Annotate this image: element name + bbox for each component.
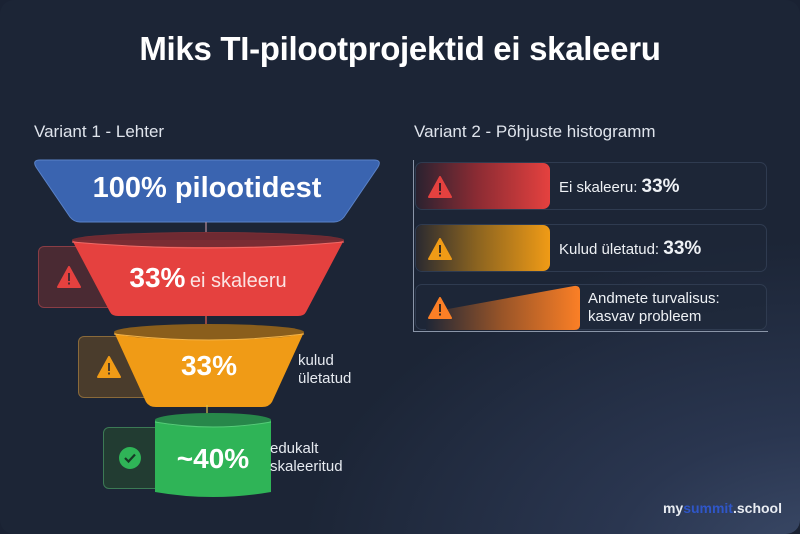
histogram-row-label: Andmete turvalisus: kasvav probleem xyxy=(588,290,720,325)
funnel-stage-4-label: ~40% xyxy=(176,443,250,474)
warning-icon xyxy=(428,297,452,319)
histogram-bar-trend xyxy=(426,285,580,330)
warning-icon xyxy=(57,266,81,288)
funnel-stage-3-shape xyxy=(113,324,305,407)
check-circle-icon xyxy=(119,447,141,469)
funnel-stage-1-label: 100% pilootidest xyxy=(92,172,322,204)
funnel-stage-2-label: 33% ei skaleeru xyxy=(129,262,287,293)
histogram-row-andmete-turvalisus: Andmete turvalisus: kasvav probleem xyxy=(415,284,767,330)
histogram-x-axis xyxy=(413,331,768,332)
histogram-row-label: Kulud ületatud: 33% xyxy=(559,238,702,259)
variant1-heading: Variant 1 - Lehter xyxy=(34,122,165,141)
histogram-row-label: Ei skaleeru: 33% xyxy=(559,176,680,197)
histogram-y-axis xyxy=(413,160,414,332)
histogram-row-kulud-uletatud: Kulud ületatud: 33% xyxy=(415,224,767,272)
warning-icon xyxy=(97,356,121,378)
funnel-stage-4-shape xyxy=(154,413,272,497)
funnel-stage-3-side-text: kulud ületatud xyxy=(298,352,352,387)
page-title: Miks TI-pilootprojektid ei skaleeru xyxy=(139,30,661,67)
warning-icon xyxy=(428,176,452,198)
warning-icon xyxy=(428,238,452,260)
funnel-stage-3-label: 33% xyxy=(180,350,238,381)
variant2-heading: Variant 2 - Põhjuste histogramm xyxy=(414,122,656,141)
funnel-stage-4-side-text: edukalt skaleeritud xyxy=(270,440,343,475)
funnel-stage-2-shape xyxy=(71,232,345,316)
funnel-stage-1-shape xyxy=(34,159,380,223)
brand-logo: mysummit.school xyxy=(662,500,782,516)
histogram-row-ei-skaleeru: Ei skaleeru: 33% xyxy=(415,162,767,210)
